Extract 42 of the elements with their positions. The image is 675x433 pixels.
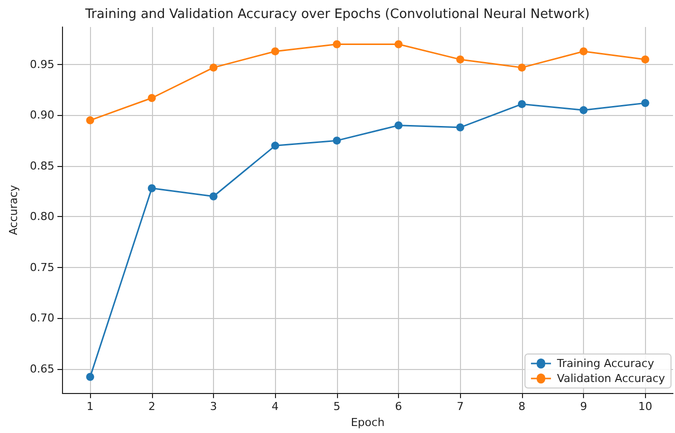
point xyxy=(518,64,526,72)
x-tick-label: 7 xyxy=(456,400,464,414)
x-tick-label: 4 xyxy=(272,400,279,414)
point xyxy=(641,99,650,108)
y-tick-label: 0.95 xyxy=(30,58,54,72)
point xyxy=(210,64,218,72)
y-tick-label: 0.70 xyxy=(30,312,54,325)
point xyxy=(271,142,280,150)
x-tick-label: 6 xyxy=(395,400,402,414)
point xyxy=(456,55,464,64)
point xyxy=(210,192,218,200)
legend-label: Validation Accuracy xyxy=(556,372,666,385)
y-axis-title: Accuracy xyxy=(7,184,20,236)
point xyxy=(86,372,94,381)
x-tick-label: 3 xyxy=(210,400,217,414)
y-tick-label: 0.80 xyxy=(30,210,54,224)
point xyxy=(580,106,588,114)
x-tick-label: 1 xyxy=(86,400,94,414)
point xyxy=(86,116,94,124)
point xyxy=(271,47,280,56)
x-axis-title: Epoch xyxy=(350,416,385,429)
point xyxy=(394,121,403,130)
point xyxy=(641,55,650,64)
legend-label: Training Accuracy xyxy=(556,357,655,370)
point xyxy=(148,184,156,192)
x-tick-label: 5 xyxy=(333,400,340,414)
point xyxy=(148,94,156,102)
x-tick-label: 8 xyxy=(518,400,526,414)
point xyxy=(518,100,526,108)
y-tick-label: 0.75 xyxy=(30,260,54,274)
x-tick-label: 9 xyxy=(580,400,588,414)
chart-title: Training and Validation Accuracy over Epochs (Convolutional Neural Network) xyxy=(84,7,590,22)
y-tick-label: 0.85 xyxy=(30,159,54,172)
point xyxy=(394,40,403,48)
y-tick-label: 0.90 xyxy=(30,108,54,122)
point xyxy=(456,123,464,132)
point xyxy=(332,136,341,145)
x-tick-label: 2 xyxy=(148,400,156,414)
point xyxy=(332,40,341,48)
y-tick-label: 0.65 xyxy=(30,362,54,376)
point xyxy=(580,47,588,56)
x-tick-label: 10 xyxy=(638,400,652,414)
